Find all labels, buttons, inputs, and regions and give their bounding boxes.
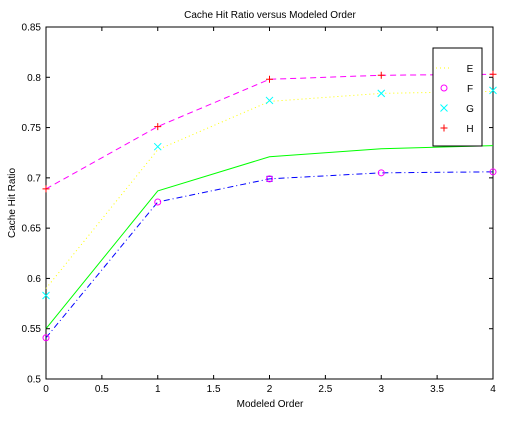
data-point-g (377, 89, 386, 98)
data-point-h (154, 123, 162, 131)
data-point-g (489, 86, 497, 95)
y-tick-label: 0.55 (22, 324, 42, 335)
y-tick-label: 0.6 (27, 274, 41, 285)
data-point-g (265, 96, 274, 105)
y-axis-ticks: 0.5 0.55 0.6 0.65 0.7 0.75 0.8 0.85 (22, 23, 493, 386)
data-point-g (42, 291, 50, 300)
lines-layer (45, 73, 494, 339)
data-point-h (377, 71, 385, 79)
y-tick-label: 0.65 (22, 224, 42, 235)
legend-label-g: G (466, 104, 474, 115)
x-axis-ticks: 0 0.5 1 1.5 2 2.5 3 3.5 4 (43, 27, 496, 395)
markers-layer (42, 70, 497, 342)
data-point-f (42, 334, 50, 342)
legend-marker-h (440, 124, 448, 132)
x-tick-label: 3.5 (430, 384, 444, 395)
x-axis-label: Modeled Order (237, 399, 304, 410)
y-tick-label: 0.7 (27, 173, 41, 184)
y-tick-label: 0.5 (27, 375, 41, 386)
data-point-h (266, 75, 273, 83)
y-tick-label: 0.85 (22, 23, 42, 34)
series-line-unlabeled (45, 73, 494, 190)
y-axis-label: Cache Hit Ratio (7, 168, 18, 238)
legend-label-h: H (466, 124, 473, 135)
data-point-f (266, 175, 273, 183)
x-tick-label: 2.5 (318, 384, 332, 395)
x-tick-label: 2 (267, 384, 273, 395)
series-line-unlabeled (45, 171, 494, 339)
y-tick-label: 0.8 (27, 73, 41, 84)
legend-label-e: E (467, 64, 474, 75)
data-point-h (489, 70, 497, 78)
series-line-unlabeled (45, 145, 494, 330)
data-point-h (42, 185, 50, 193)
x-tick-label: 4 (490, 384, 496, 395)
data-point-f (489, 168, 497, 176)
legend-marker-f (440, 84, 448, 92)
x-tick-label: 1 (155, 384, 161, 395)
x-tick-label: 1.5 (207, 384, 221, 395)
legend-marker-g (440, 104, 448, 112)
y-tick-label: 0.75 (22, 123, 42, 134)
plot-area (45, 26, 494, 380)
data-point-f (377, 169, 385, 177)
x-tick-label: 0.5 (95, 384, 109, 395)
legend-box (432, 47, 483, 147)
x-tick-label: 0 (43, 384, 49, 395)
x-tick-label: 3 (378, 384, 384, 395)
data-point-g (153, 142, 162, 151)
chart-title: Cache Hit Ratio versus Modeled Order (184, 10, 356, 21)
data-point-f (154, 198, 162, 206)
legend-label-f: F (467, 84, 473, 95)
